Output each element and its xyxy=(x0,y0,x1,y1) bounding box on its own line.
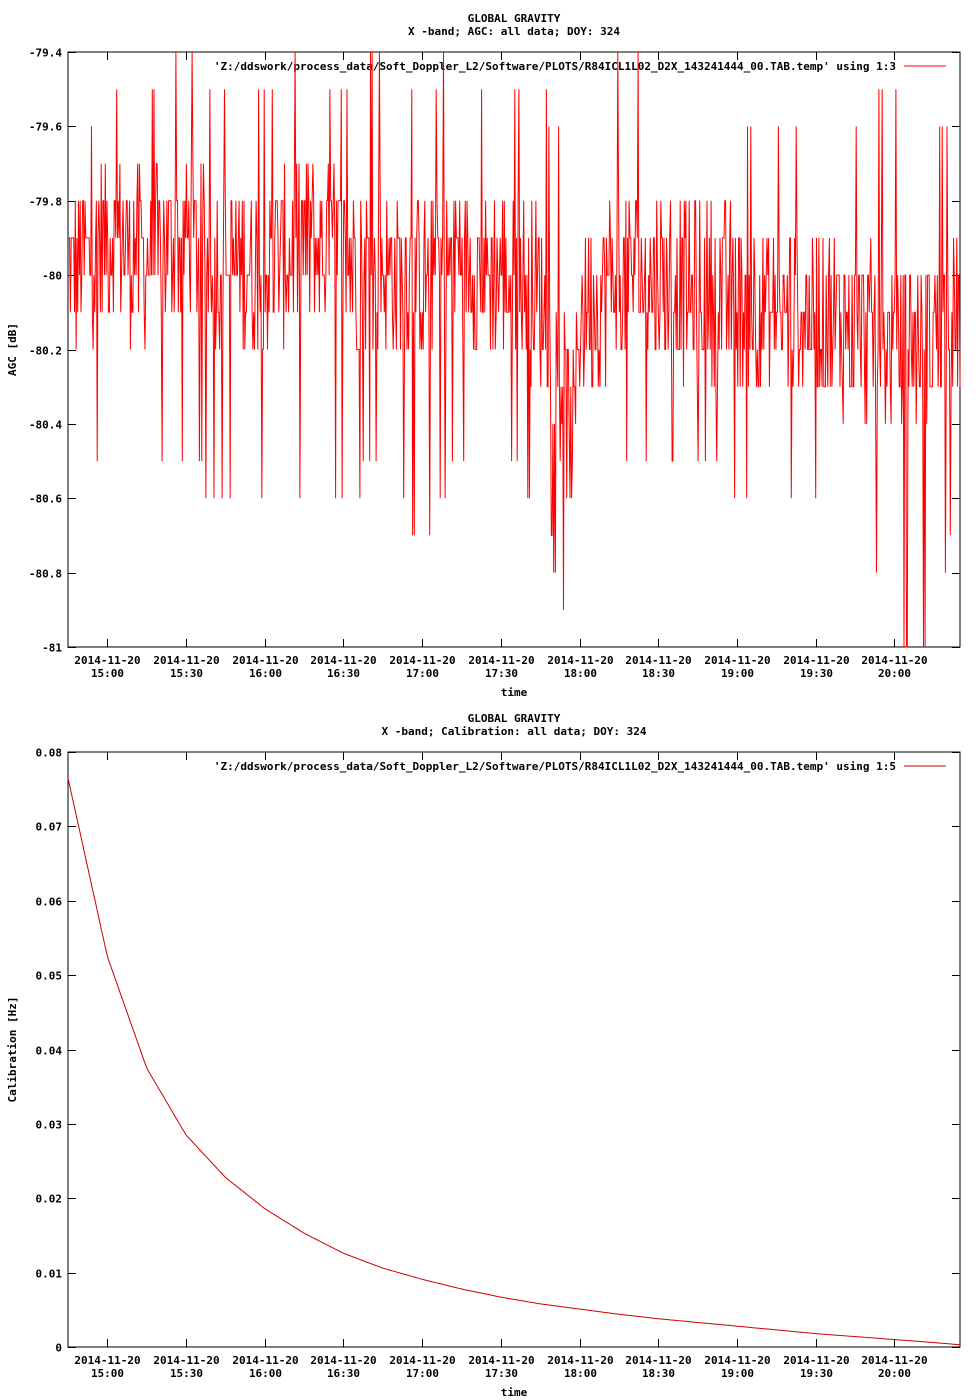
agc-chart-subtitle: X -band; AGC: all data; DOY: 324 xyxy=(408,25,620,38)
cal-x-tick-date-label: 2014-11-20 xyxy=(783,1354,849,1367)
cal-y-tick-label: 0.07 xyxy=(36,821,63,834)
agc-x-tick-time-label: 15:30 xyxy=(170,667,203,680)
agc-y-tick-label: -80.8 xyxy=(29,568,62,581)
cal-x-tick-date-label: 2014-11-20 xyxy=(232,1354,298,1367)
agc-chart-title: GLOBAL GRAVITY xyxy=(468,12,561,25)
cal-chart-subtitle: X -band; Calibration: all data; DOY: 324 xyxy=(382,725,647,738)
cal-x-tick-time-label: 17:30 xyxy=(485,1367,518,1380)
agc-x-tick-time-label: 16:30 xyxy=(327,667,360,680)
agc-y-axis-label: AGC [dB] xyxy=(6,323,19,376)
agc-x-tick-date-label: 2014-11-20 xyxy=(625,654,691,667)
agc-y-tick-label: -79.8 xyxy=(29,196,62,209)
agc-x-tick-date-label: 2014-11-20 xyxy=(74,654,140,667)
cal-x-tick-date-label: 2014-11-20 xyxy=(389,1354,455,1367)
cal-y-tick-label: 0.08 xyxy=(36,747,63,760)
agc-x-tick-time-label: 16:00 xyxy=(249,667,282,680)
agc-y-tick-label: -80.6 xyxy=(29,493,62,506)
cal-x-tick-date-label: 2014-11-20 xyxy=(310,1354,376,1367)
cal-x-tick-time-label: 16:00 xyxy=(249,1367,282,1380)
cal-x-tick-date-label: 2014-11-20 xyxy=(74,1354,140,1367)
cal-x-tick-time-label: 18:30 xyxy=(642,1367,675,1380)
cal-legend-label: 'Z:/ddswork/process_data/Soft_Doppler_L2… xyxy=(214,760,896,773)
agc-x-tick-date-label: 2014-11-20 xyxy=(232,654,298,667)
cal-series-line xyxy=(67,777,961,1346)
cal-x-tick-date-label: 2014-11-20 xyxy=(468,1354,534,1367)
agc-x-tick-time-label: 19:00 xyxy=(721,667,754,680)
agc-x-tick-date-label: 2014-11-20 xyxy=(704,654,770,667)
agc-x-tick-date-label: 2014-11-20 xyxy=(468,654,534,667)
agc-x-tick-time-label: 17:00 xyxy=(406,667,439,680)
agc-x-tick-time-label: 18:30 xyxy=(642,667,675,680)
cal-x-tick-date-label: 2014-11-20 xyxy=(625,1354,691,1367)
agc-x-axis-label: time xyxy=(501,686,528,699)
agc-x-tick-date-label: 2014-11-20 xyxy=(547,654,613,667)
cal-y-axis-label: Calibration [Hz] xyxy=(6,997,19,1103)
cal-x-axis-label: time xyxy=(501,1386,528,1399)
cal-y-tick-label: 0 xyxy=(55,1342,62,1355)
cal-x-tick-time-label: 19:30 xyxy=(800,1367,833,1380)
agc-x-tick-date-label: 2014-11-20 xyxy=(153,654,219,667)
cal-y-tick-label: 0.02 xyxy=(36,1193,63,1206)
cal-y-tick-label: 0.05 xyxy=(36,970,63,983)
agc-y-tick-label: -79.4 xyxy=(29,47,62,60)
agc-x-tick-date-label: 2014-11-20 xyxy=(310,654,376,667)
agc-y-tick-label: -79.6 xyxy=(29,121,62,134)
agc-x-tick-time-label: 18:00 xyxy=(564,667,597,680)
agc-legend-label: 'Z:/ddswork/process_data/Soft_Doppler_L2… xyxy=(214,60,896,73)
cal-x-tick-time-label: 19:00 xyxy=(721,1367,754,1380)
cal-plot-frame xyxy=(67,751,961,1348)
agc-x-tick-time-label: 17:30 xyxy=(485,667,518,680)
cal-x-tick-date-label: 2014-11-20 xyxy=(153,1354,219,1367)
cal-x-tick-time-label: 15:30 xyxy=(170,1367,203,1380)
cal-x-tick-date-label: 2014-11-20 xyxy=(704,1354,770,1367)
cal-x-tick-time-label: 20:00 xyxy=(878,1367,911,1380)
agc-x-tick-date-label: 2014-11-20 xyxy=(861,654,927,667)
agc-y-tick-label: -80.4 xyxy=(29,419,62,432)
cal-y-tick-label: 0.01 xyxy=(36,1268,63,1281)
cal-y-tick-label: 0.06 xyxy=(36,896,63,909)
cal-x-tick-date-label: 2014-11-20 xyxy=(861,1354,927,1367)
agc-x-tick-time-label: 19:30 xyxy=(800,667,833,680)
cal-x-tick-time-label: 17:00 xyxy=(406,1367,439,1380)
cal-y-tick-label: 0.04 xyxy=(36,1045,63,1058)
agc-y-tick-label: -81 xyxy=(42,642,62,655)
agc-y-tick-label: -80.2 xyxy=(29,345,62,358)
cal-x-tick-date-label: 2014-11-20 xyxy=(547,1354,613,1367)
cal-x-tick-time-label: 16:30 xyxy=(327,1367,360,1380)
agc-series-line xyxy=(68,51,961,648)
agc-x-tick-time-label: 20:00 xyxy=(878,667,911,680)
cal-y-tick-label: 0.03 xyxy=(36,1119,63,1132)
cal-chart-title: GLOBAL GRAVITY xyxy=(468,712,561,725)
agc-x-tick-date-label: 2014-11-20 xyxy=(389,654,455,667)
agc-y-tick-label: -80 xyxy=(42,270,62,283)
cal-x-tick-time-label: 15:00 xyxy=(91,1367,124,1380)
cal-x-tick-time-label: 18:00 xyxy=(564,1367,597,1380)
agc-x-tick-date-label: 2014-11-20 xyxy=(783,654,849,667)
agc-x-tick-time-label: 15:00 xyxy=(91,667,124,680)
